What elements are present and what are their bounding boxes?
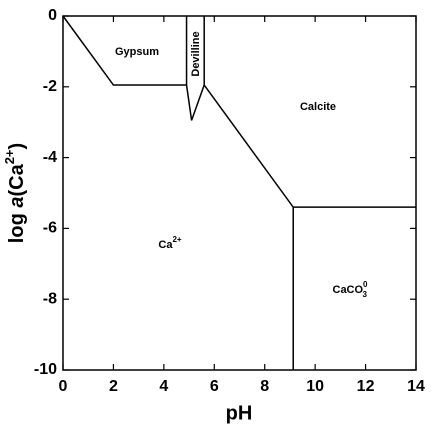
region-sup: 0 — [363, 280, 368, 289]
y-label-part: log — [6, 208, 28, 244]
y-label-part: (Ca — [6, 163, 28, 196]
x-tick-label: 0 — [59, 378, 68, 395]
region-sup: 2+ — [172, 235, 181, 244]
region-sub: 3 — [363, 290, 368, 299]
y-tick-label: -8 — [43, 290, 57, 307]
y-label-part: 2+ — [2, 149, 17, 164]
x-tick-label: 10 — [306, 378, 324, 395]
x-tick-label: 4 — [159, 378, 168, 395]
x-tick-label: 12 — [357, 378, 375, 395]
boundary-line — [62, 15, 187, 86]
region-label: Ca2+ — [158, 235, 182, 251]
x-tick-label: 2 — [109, 378, 118, 395]
region-text: Ca — [158, 239, 173, 251]
boundary-line — [185, 16, 205, 121]
y-tick-label: -4 — [43, 149, 57, 166]
y-tick-label: -6 — [43, 220, 57, 237]
y-label-part: ) — [6, 143, 28, 150]
region-text: Devilline — [190, 31, 202, 76]
region-text: Gypsum — [115, 46, 159, 58]
x-tick-label: 8 — [260, 378, 269, 395]
x-axis-label: pH — [226, 402, 253, 424]
region-label: Calcite — [300, 101, 336, 113]
y-tick-label: -10 — [34, 361, 57, 378]
x-tick-label: 14 — [407, 378, 425, 395]
region-text: CaCO — [332, 284, 363, 296]
plot-frame — [62, 15, 417, 371]
x-tick-label: 6 — [210, 378, 219, 395]
region-label: CaCO0 3 — [332, 280, 368, 299]
region-label: Gypsum — [115, 46, 159, 58]
region-text: Calcite — [300, 101, 336, 113]
y-axis-label: log a(Ca2+) — [2, 143, 28, 243]
y-label-part: a — [6, 197, 28, 208]
y-tick-label: -2 — [43, 78, 57, 95]
region-label: Devilline — [190, 31, 202, 76]
y-tick-label: 0 — [48, 7, 57, 24]
